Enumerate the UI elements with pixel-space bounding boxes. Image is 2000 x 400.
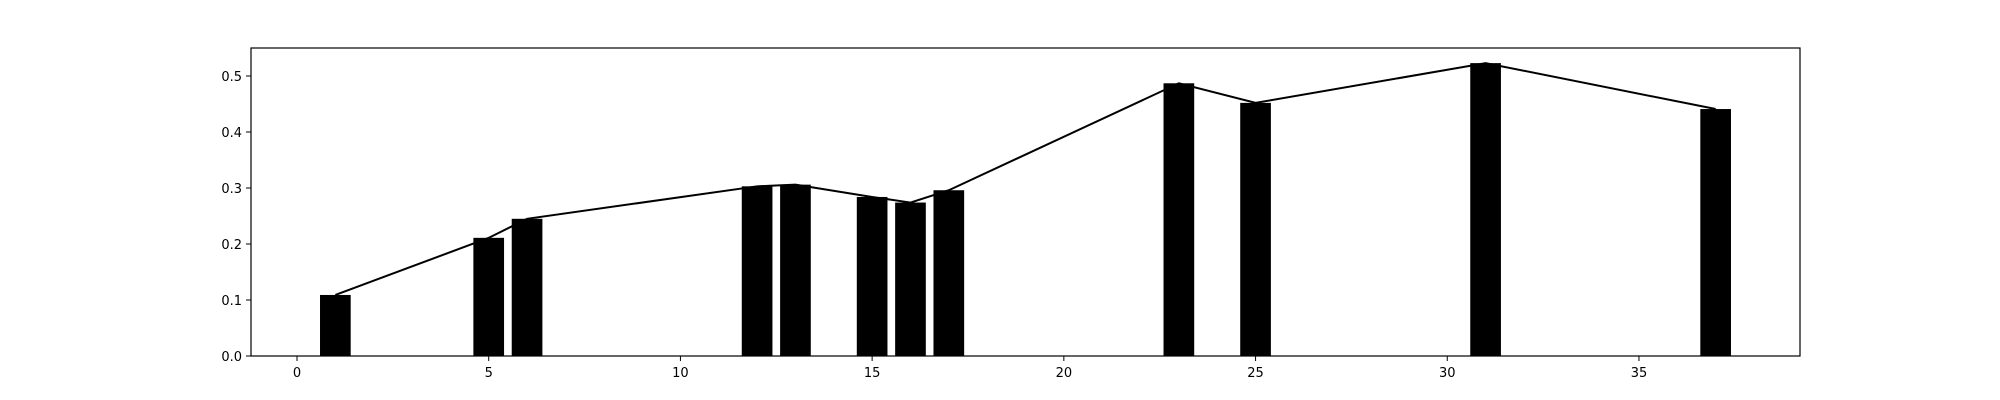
bar <box>1470 63 1501 357</box>
y-tick-label: 0.0 <box>221 350 242 365</box>
bar <box>473 237 505 356</box>
y-tick-label: 0.1 <box>221 294 242 309</box>
bar <box>1163 83 1195 356</box>
bar <box>741 186 773 356</box>
bar <box>320 294 351 356</box>
y-tick-label: 0.2 <box>221 238 242 253</box>
axes-frame <box>250 47 1801 357</box>
bar <box>511 218 543 356</box>
y-axis-ticks: 0.0 0.1 0.2 0.3 0.4 0.5 <box>221 70 251 365</box>
x-tick-label: 15 <box>864 366 881 381</box>
y-tick-label: 0.4 <box>221 126 242 141</box>
bar <box>1240 102 1271 356</box>
bar <box>895 202 926 356</box>
y-tick-label: 0.3 <box>221 182 242 197</box>
x-tick-label: 25 <box>1247 366 1264 381</box>
bar <box>856 196 888 356</box>
x-tick-label: 0 <box>293 366 301 381</box>
x-tick-label: 10 <box>672 366 689 381</box>
x-tick-label: 30 <box>1439 366 1456 381</box>
bars <box>320 63 1731 357</box>
y-tick-label: 0.5 <box>221 70 242 85</box>
bar <box>933 190 965 356</box>
bar <box>1700 109 1731 356</box>
bar <box>780 184 811 356</box>
x-tick-label: 35 <box>1631 366 1648 381</box>
x-tick-label: 5 <box>485 366 493 381</box>
x-tick-label: 20 <box>1056 366 1073 381</box>
series-line <box>335 62 1716 296</box>
x-axis-ticks: 0 5 10 15 20 25 30 35 <box>293 356 1647 381</box>
